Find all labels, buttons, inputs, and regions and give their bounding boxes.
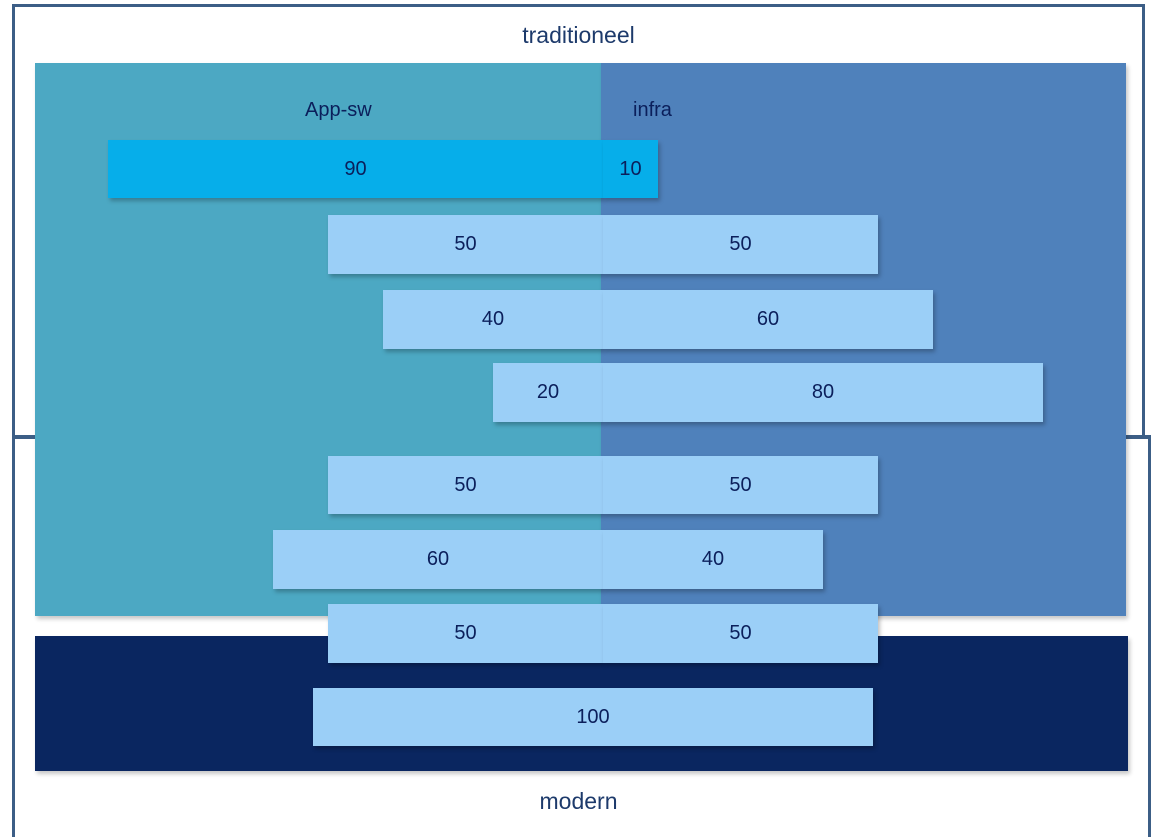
infra-label: infra — [633, 99, 672, 121]
bar-infra-7: 50 — [603, 604, 878, 663]
traditional-frame — [12, 4, 1145, 438]
app-sw-label: App-sw — [305, 99, 372, 121]
bar-app-sw-3: 40 — [383, 290, 603, 349]
bar-infra-5: 50 — [603, 456, 878, 514]
bar-modern-full: 100 — [313, 688, 873, 746]
bar-infra-6: 40 — [603, 530, 823, 589]
modern-heading: modern — [539, 788, 618, 814]
bar-infra-4: 80 — [603, 363, 1043, 422]
bar-app-sw-1: 90 — [108, 140, 603, 198]
bar-app-sw-2: 50 — [328, 215, 603, 274]
modern-frame — [12, 437, 1151, 837]
bar-infra-2: 50 — [603, 215, 878, 274]
bar-app-sw-6: 60 — [273, 530, 603, 589]
bar-infra-3: 60 — [603, 290, 933, 349]
bar-app-sw-7: 50 — [328, 604, 603, 663]
bar-infra-1: 10 — [603, 140, 658, 198]
bar-app-sw-5: 50 — [328, 456, 603, 514]
bar-app-sw-4: 20 — [493, 363, 603, 422]
traditional-heading: traditioneel — [522, 22, 635, 48]
